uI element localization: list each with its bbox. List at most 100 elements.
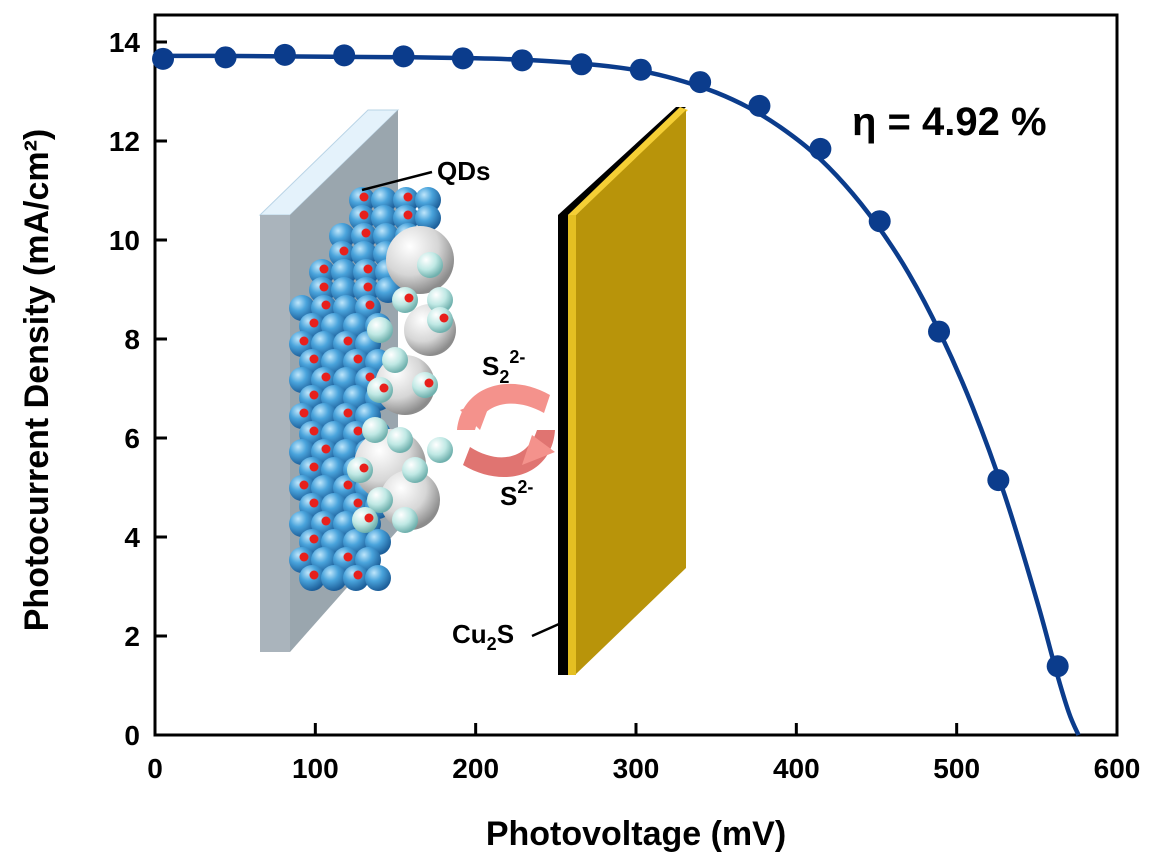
qd-dot bbox=[365, 300, 375, 310]
data-point bbox=[570, 53, 593, 76]
qd-dot bbox=[365, 372, 375, 382]
qd-dot bbox=[404, 293, 414, 303]
sensitizer-particle bbox=[427, 437, 453, 463]
data-point bbox=[214, 46, 237, 69]
qd-dot bbox=[299, 552, 309, 562]
qd-dot bbox=[309, 354, 319, 364]
qd-dot bbox=[343, 480, 353, 490]
qd-dot bbox=[319, 264, 329, 274]
qd-sphere bbox=[365, 565, 391, 591]
redox-arrowhead-upper bbox=[460, 398, 492, 430]
qd-dot bbox=[321, 516, 331, 526]
cu2s-label: Cu2S bbox=[452, 619, 514, 654]
quantum-dot-particles bbox=[289, 187, 456, 591]
counter-electrode-top-gold bbox=[568, 107, 688, 215]
sensitizer-particle bbox=[382, 347, 408, 373]
data-point bbox=[451, 47, 474, 70]
y-tick-label: 4 bbox=[124, 522, 140, 553]
photoanode-plate bbox=[260, 215, 290, 652]
qd-dot bbox=[343, 408, 353, 418]
solar-cell-schematic: QDs S22- S2- Cu2S bbox=[258, 107, 688, 675]
data-point bbox=[868, 210, 891, 233]
qd-sphere bbox=[331, 259, 357, 285]
x-tick-label: 0 bbox=[147, 753, 163, 784]
qd-dot bbox=[339, 246, 349, 256]
x-axis: 0 100 200 300 400 500 600 bbox=[147, 723, 1140, 784]
data-point bbox=[987, 469, 1010, 492]
qd-dot bbox=[359, 192, 369, 202]
qd-dot bbox=[321, 444, 331, 454]
qd-dot bbox=[299, 480, 309, 490]
s2-2minus-label: S22- bbox=[482, 347, 525, 387]
qd-dot bbox=[353, 570, 363, 580]
qd-dot bbox=[363, 264, 373, 274]
x-tick-label: 500 bbox=[933, 753, 980, 784]
qds-label: QDs bbox=[437, 156, 490, 186]
cu2s-leader-line bbox=[531, 622, 560, 638]
qd-dot bbox=[319, 282, 329, 292]
qd-sphere bbox=[321, 565, 347, 591]
data-point bbox=[273, 43, 296, 66]
cu2s-layer bbox=[558, 215, 568, 675]
qd-sphere bbox=[415, 205, 441, 231]
qd-dot bbox=[359, 463, 369, 473]
data-point bbox=[928, 320, 951, 343]
efficiency-annotation: η = 4.92 % bbox=[852, 100, 1047, 144]
x-axis-title: Photovoltage (mV) bbox=[486, 815, 786, 853]
qd-dot bbox=[363, 282, 373, 292]
sensitizer-particle bbox=[427, 287, 453, 313]
x-tick-label: 200 bbox=[452, 753, 499, 784]
qd-dot bbox=[439, 313, 449, 323]
sensitizer-particle bbox=[392, 507, 418, 533]
y-tick-label: 0 bbox=[124, 720, 140, 751]
qd-dot bbox=[353, 498, 363, 508]
sensitizer-particle bbox=[362, 417, 388, 443]
y-axis: 0 2 4 6 8 10 12 14 bbox=[109, 27, 167, 751]
x-tick-label: 600 bbox=[1094, 753, 1141, 784]
qd-sphere bbox=[371, 187, 397, 213]
qd-dot bbox=[299, 408, 309, 418]
qd-dot bbox=[309, 426, 319, 436]
sensitizer-particle bbox=[402, 457, 428, 483]
data-point bbox=[152, 47, 175, 70]
qd-dot bbox=[343, 552, 353, 562]
s-2minus-label: S2- bbox=[500, 477, 533, 511]
qd-dot bbox=[364, 513, 374, 523]
data-point bbox=[1046, 655, 1069, 678]
qd-dot bbox=[309, 462, 319, 472]
redox-arrowhead-lower bbox=[522, 435, 555, 465]
qd-dot bbox=[309, 318, 319, 328]
qd-dot bbox=[353, 354, 363, 364]
qd-dot bbox=[321, 300, 331, 310]
data-point bbox=[392, 45, 415, 68]
counter-electrode-face bbox=[576, 110, 686, 674]
qd-dot bbox=[361, 228, 371, 238]
data-point bbox=[809, 137, 832, 160]
sensitizer-particle bbox=[367, 487, 393, 513]
y-tick-label: 10 bbox=[109, 225, 140, 256]
y-axis-title: Photocurrent Density (mA/cm²) bbox=[18, 129, 56, 632]
x-tick-label: 100 bbox=[292, 753, 339, 784]
x-tick-label: 300 bbox=[613, 753, 660, 784]
qd-dot bbox=[309, 390, 319, 400]
qd-dot bbox=[424, 378, 434, 388]
data-point bbox=[689, 71, 712, 94]
qd-sphere bbox=[415, 187, 441, 213]
qd-dot bbox=[379, 383, 389, 393]
sensitizer-particle bbox=[387, 427, 413, 453]
y-tick-label: 12 bbox=[109, 126, 140, 157]
qd-dot bbox=[299, 336, 309, 346]
sensitizer-particle bbox=[367, 317, 393, 343]
qd-dot bbox=[353, 426, 363, 436]
qd-sphere bbox=[329, 223, 355, 249]
y-tick-label: 2 bbox=[124, 621, 140, 652]
qd-dot bbox=[321, 372, 331, 382]
data-point bbox=[333, 44, 356, 67]
qd-dot bbox=[343, 336, 353, 346]
qd-dot bbox=[309, 498, 319, 508]
qd-dot bbox=[309, 534, 319, 544]
qd-dot bbox=[359, 210, 369, 220]
qd-dot bbox=[403, 210, 413, 220]
counter-electrode-edge bbox=[568, 215, 576, 675]
